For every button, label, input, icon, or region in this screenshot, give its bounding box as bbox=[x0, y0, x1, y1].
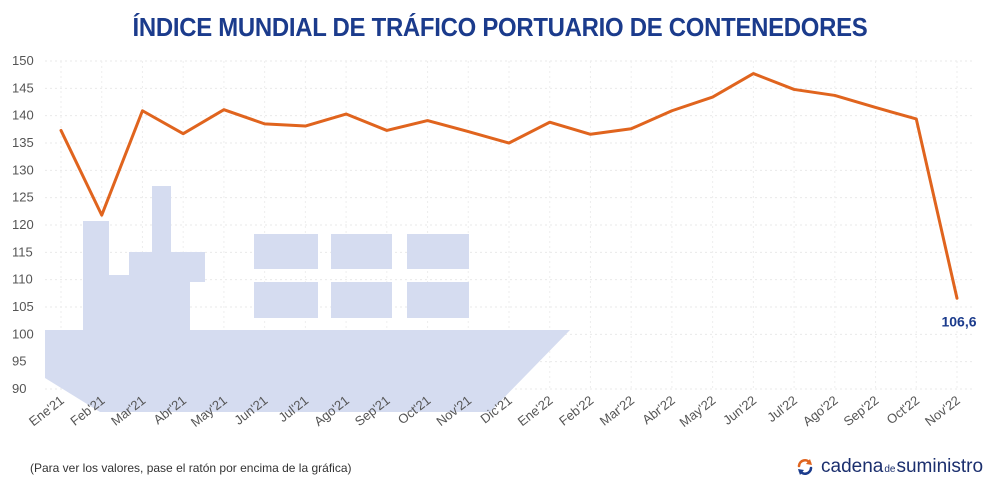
data-point[interactable] bbox=[422, 115, 434, 127]
y-tick-label: 100 bbox=[12, 326, 34, 341]
x-tick-label: Sep'22 bbox=[841, 393, 882, 429]
data-point[interactable] bbox=[788, 83, 800, 95]
container-bottom-3 bbox=[407, 282, 469, 318]
data-point[interactable] bbox=[503, 137, 515, 149]
ship-illustration bbox=[45, 186, 570, 412]
x-tick-label: Nov'22 bbox=[922, 393, 963, 429]
x-tick-label: Jul'22 bbox=[764, 393, 800, 425]
container-top-1 bbox=[254, 234, 318, 269]
brand-part2: de bbox=[884, 463, 896, 475]
x-tick-label: Ene'22 bbox=[515, 393, 556, 429]
x-tick-label: Feb'22 bbox=[556, 393, 596, 429]
data-point[interactable] bbox=[910, 113, 922, 125]
data-point[interactable] bbox=[462, 126, 474, 138]
x-tick-label: Jun'22 bbox=[720, 393, 759, 428]
hover-note: (Para ver los valores, pase el ratón por… bbox=[30, 461, 352, 475]
ship-bridge-deck bbox=[109, 275, 129, 331]
y-axis: 150 145 140 135 130 125 120 115 110 105 100 95 90 bbox=[12, 53, 34, 396]
ship-rear-post bbox=[171, 282, 190, 331]
data-point[interactable] bbox=[136, 105, 148, 117]
data-point[interactable] bbox=[177, 128, 189, 140]
brand-part1: cadena bbox=[821, 456, 884, 477]
y-tick-label: 150 bbox=[12, 53, 34, 68]
data-point[interactable] bbox=[381, 124, 393, 136]
series-line[interactable] bbox=[59, 72, 959, 300]
container-bottom-2 bbox=[331, 282, 392, 318]
brand-part3: suministro bbox=[896, 456, 984, 477]
data-point[interactable] bbox=[544, 116, 556, 128]
x-tick-label: May'22 bbox=[677, 393, 719, 430]
container-bottom-1 bbox=[254, 282, 318, 318]
y-tick-label: 125 bbox=[12, 190, 34, 205]
data-point[interactable] bbox=[96, 209, 108, 221]
x-tick-label: Abr'22 bbox=[639, 393, 678, 428]
data-point[interactable] bbox=[584, 128, 596, 140]
data-point[interactable] bbox=[951, 292, 963, 304]
data-point[interactable] bbox=[218, 104, 230, 116]
y-tick-label: 135 bbox=[12, 135, 34, 150]
y-tick-label: 145 bbox=[12, 80, 34, 95]
y-tick-label: 140 bbox=[12, 108, 34, 123]
ship-mid-deck bbox=[129, 252, 152, 331]
data-point[interactable] bbox=[829, 89, 841, 101]
container-top-2 bbox=[331, 234, 392, 269]
series-indice[interactable] bbox=[55, 68, 963, 305]
data-point[interactable] bbox=[707, 91, 719, 103]
x-tick-label: Ene'21 bbox=[26, 393, 67, 429]
data-point[interactable] bbox=[259, 118, 271, 130]
data-point[interactable] bbox=[870, 101, 882, 113]
y-tick-label: 110 bbox=[12, 272, 33, 287]
data-point[interactable] bbox=[666, 105, 678, 117]
ship-funnel bbox=[152, 186, 171, 331]
x-tick-label: Mar'22 bbox=[597, 393, 637, 429]
chart-title: ÍNDICE MUNDIAL DE TRÁFICO PORTUARIO DE C… bbox=[132, 12, 868, 42]
container-top-3 bbox=[407, 234, 469, 269]
y-tick-label: 120 bbox=[12, 217, 34, 232]
last-value-label: 106,6 bbox=[941, 313, 976, 329]
y-tick-label: 95 bbox=[12, 354, 26, 369]
y-tick-label: 90 bbox=[12, 381, 26, 396]
data-point[interactable] bbox=[747, 68, 759, 80]
data-point[interactable] bbox=[55, 124, 67, 136]
cycle-arrows-icon bbox=[797, 459, 813, 475]
y-tick-label: 115 bbox=[12, 244, 33, 259]
y-tick-label: 130 bbox=[12, 162, 34, 177]
ship-bridge bbox=[83, 221, 109, 331]
ship-hull bbox=[45, 330, 570, 412]
data-point[interactable] bbox=[625, 123, 637, 135]
x-tick-label: Oct'22 bbox=[884, 393, 923, 428]
brand-logo[interactable]: cadena de suministro bbox=[795, 456, 983, 478]
y-tick-label: 105 bbox=[12, 299, 34, 314]
x-tick-label: Ago'22 bbox=[800, 393, 841, 429]
ship-rear-block bbox=[171, 252, 205, 282]
data-point[interactable] bbox=[340, 108, 352, 120]
data-point[interactable] bbox=[299, 120, 311, 132]
